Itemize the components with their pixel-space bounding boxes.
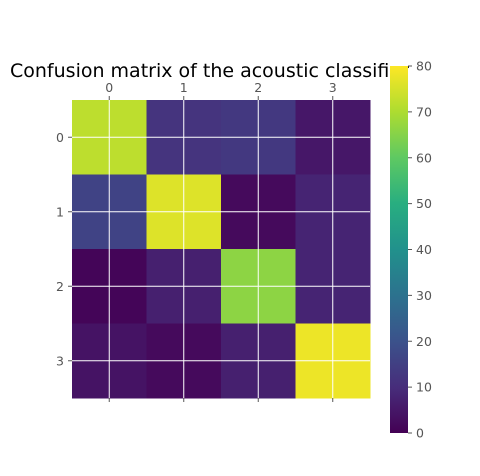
colorbar-ticks: 0 10 20 30 40 50 60 70 80 [408, 59, 432, 441]
colorbar-tick-label-6: 60 [416, 150, 432, 165]
colorbar-tick-label-2: 20 [416, 334, 432, 349]
chart-title: Confusion matrix of the acoustic classif… [10, 60, 409, 82]
colorbar-tick-label-3: 30 [416, 288, 432, 303]
y-tick-label-3: 3 [56, 353, 64, 368]
colorbar-tick-label-0: 0 [416, 426, 424, 441]
x-tick-label-2: 2 [254, 80, 262, 95]
colorbar-tick-label-1: 10 [416, 380, 432, 395]
x-tick-label-3: 3 [329, 80, 337, 95]
y-tick-label-1: 1 [56, 204, 64, 219]
x-tick-label-1: 1 [180, 80, 188, 95]
colorbar-tick-label-4: 40 [416, 242, 432, 257]
x-tick-label-0: 0 [105, 80, 113, 95]
y-tick-label-2: 2 [56, 279, 64, 294]
colorbar [390, 66, 408, 433]
y-tick-label-0: 0 [56, 130, 64, 145]
heatmap-cells [72, 100, 371, 399]
heatmap-grid [72, 100, 370, 398]
colorbar-tick-label-7: 70 [416, 104, 432, 119]
y-axis-ticks: 0 1 2 3 [56, 130, 72, 368]
x-axis-ticks: 0 1 2 3 [105, 80, 337, 402]
colorbar-tick-label-5: 50 [416, 196, 432, 211]
colorbar-tick-label-8: 80 [416, 59, 432, 74]
